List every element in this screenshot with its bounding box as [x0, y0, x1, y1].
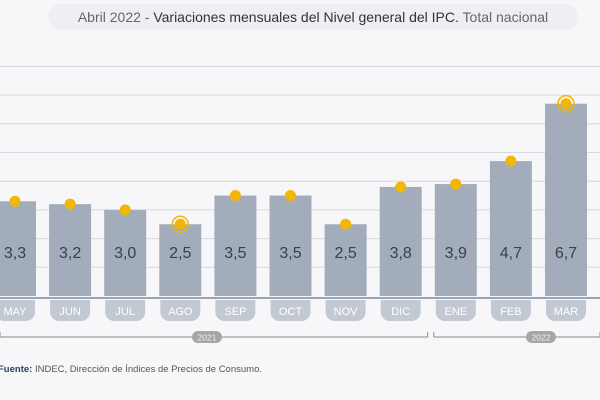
category-label: FEB [500, 306, 521, 318]
year-pill [192, 331, 222, 343]
bar-may [0, 201, 36, 296]
category-pill [50, 300, 91, 321]
marker-dot [229, 190, 241, 202]
bar-mar [545, 103, 587, 297]
category-pill [105, 300, 146, 321]
bar-jun [49, 204, 92, 296]
bar-ene [434, 184, 477, 296]
marker-dot [119, 204, 131, 216]
title-suffix: Total nacional [458, 9, 549, 25]
value-label: 3,2 [59, 245, 81, 262]
category-label: JUN [59, 306, 80, 318]
marker-dot [285, 190, 296, 202]
category-pill [435, 300, 476, 321]
category-pill [380, 300, 421, 321]
category-pill [215, 300, 256, 321]
bar-oct [269, 195, 312, 296]
category-label: JUL [115, 306, 135, 318]
value-label: 4,7 [500, 245, 522, 262]
value-label: 2,5 [169, 245, 191, 262]
value-label: 3,5 [279, 245, 301, 262]
category-pill [160, 300, 201, 321]
category-pill [270, 300, 311, 321]
source-text: INDEC, Dirección de Índices de Precios d… [32, 364, 262, 375]
value-label: 3,3 [4, 245, 26, 262]
title-date: Abril 2022 - [77, 9, 154, 25]
chart-title: Abril 2022 - Variaciones mensuales del N… [48, 4, 578, 30]
category-label: AGO [168, 306, 193, 318]
category-label: MAR [554, 306, 579, 318]
marker-dot [174, 218, 186, 230]
year-label: 2022 [532, 333, 551, 343]
bar-nov [324, 224, 367, 296]
marker-dot [395, 181, 407, 193]
category-pill [490, 300, 531, 321]
year-bracket [0, 332, 429, 338]
category-label: ENE [444, 306, 467, 318]
category-label: NOV [334, 306, 359, 318]
category-pill [546, 300, 586, 321]
source-note: Fuente: INDEC, Dirección de Índices de P… [0, 364, 262, 375]
marker-dot [340, 218, 352, 230]
value-label: 2,5 [334, 245, 356, 262]
marker-dot [560, 98, 572, 110]
source-label: Fuente: [0, 364, 33, 375]
value-label: 3,8 [390, 245, 412, 262]
category-pill [325, 300, 366, 321]
category-pill [0, 300, 35, 321]
marker-dot [450, 178, 462, 190]
marker-ring [171, 215, 190, 233]
category-label: MAY [3, 306, 27, 318]
category-label: SEP [224, 306, 246, 318]
bar-sep [214, 195, 257, 296]
year-label: 2021 [198, 333, 217, 343]
bar-jul [104, 209, 147, 296]
marker-dot [9, 195, 21, 207]
marker-ring [557, 94, 575, 113]
value-label: 3,9 [445, 245, 467, 262]
category-label: OCT [279, 306, 303, 318]
year-bracket [433, 332, 600, 338]
bar-ago [159, 224, 202, 296]
year-pill [526, 331, 556, 343]
bar-feb [489, 161, 532, 296]
marker-dot [505, 155, 517, 167]
value-label: 3,0 [114, 245, 136, 262]
category-label: DIC [391, 306, 410, 318]
bar-dic [379, 186, 422, 296]
value-label: 6,7 [555, 245, 577, 262]
title-main: Variaciones mensuales del Nivel general … [153, 9, 459, 25]
marker-dot [64, 198, 76, 210]
value-label: 3,5 [224, 245, 246, 262]
